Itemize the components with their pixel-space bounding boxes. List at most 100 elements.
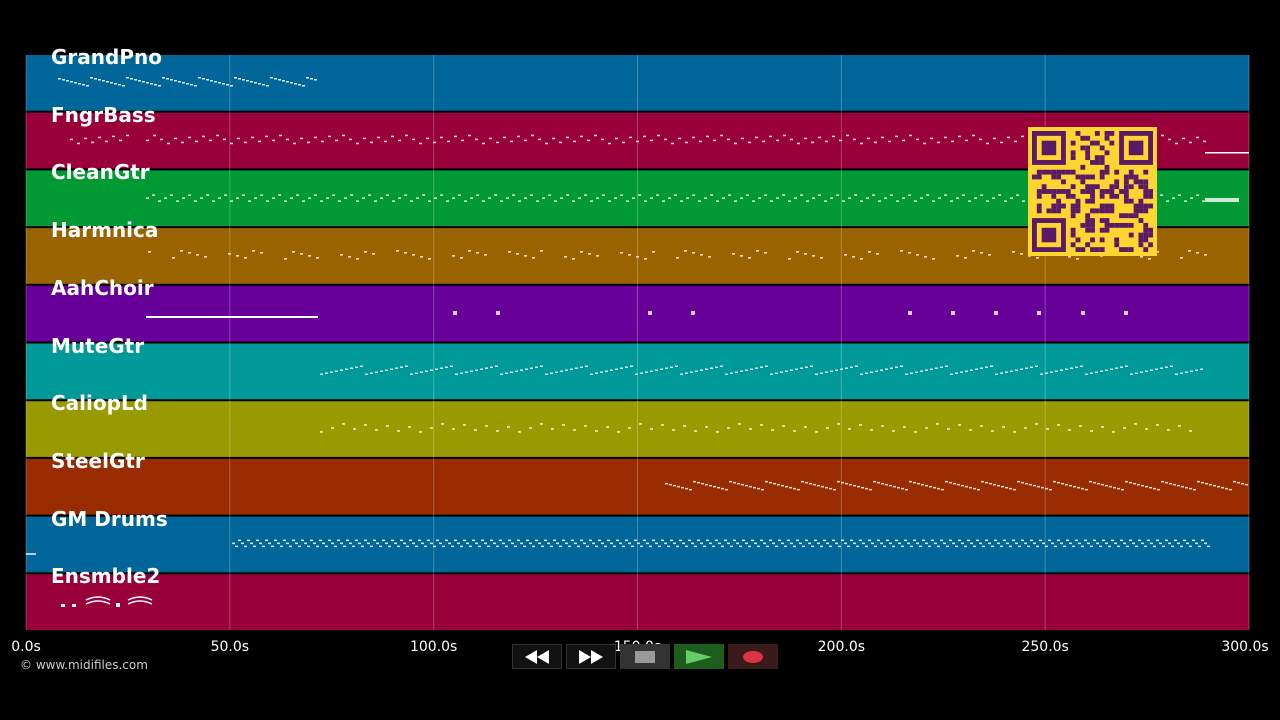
- note-mark: [740, 370, 743, 372]
- note-mark: [445, 539, 448, 542]
- note-mark: [238, 78, 241, 80]
- note-mark: [1076, 258, 1079, 260]
- note-mark: [975, 368, 978, 370]
- note-mark: [757, 545, 760, 548]
- note-mark: [1000, 141, 1003, 144]
- note-mark: [837, 480, 840, 483]
- note-mark: [248, 200, 251, 202]
- note-mark: [1165, 366, 1168, 368]
- note-mark: [321, 140, 324, 143]
- play-button[interactable]: [674, 644, 724, 669]
- note-mark: [410, 200, 413, 202]
- note-mark: [94, 78, 97, 80]
- note-mark: [1090, 372, 1093, 374]
- note-mark: [1201, 481, 1204, 484]
- note-mark: [1168, 542, 1171, 545]
- note-mark: [232, 542, 235, 545]
- note-mark: [426, 137, 429, 140]
- note-mark: [300, 137, 303, 140]
- stop-button[interactable]: [620, 644, 670, 669]
- note-mark: [166, 78, 169, 80]
- qr-module: [1128, 140, 1144, 156]
- qr-module: [1119, 213, 1124, 219]
- note-mark: [913, 481, 916, 484]
- note-mark: [820, 545, 823, 548]
- note-mark: [1105, 484, 1108, 487]
- note-mark: [800, 367, 803, 369]
- note-mark: [84, 137, 87, 140]
- rewind-button[interactable]: [512, 644, 562, 669]
- note-mark: [266, 200, 269, 202]
- note-mark: [1001, 485, 1004, 488]
- note-mark: [458, 194, 461, 196]
- note-mark: [406, 545, 409, 548]
- fast-forward-button[interactable]: [566, 644, 616, 669]
- note-mark: [466, 542, 469, 545]
- note-mark: [1040, 373, 1043, 375]
- note-mark: [773, 482, 776, 485]
- note-mark: [901, 487, 904, 490]
- note-mark: [970, 542, 973, 545]
- note-mark: [985, 539, 988, 542]
- note-mark: [793, 545, 796, 548]
- note-mark: [730, 372, 733, 374]
- qr-module: [1051, 203, 1057, 209]
- note-mark: [455, 373, 458, 375]
- note-mark: [870, 371, 873, 373]
- note-mark: [662, 200, 665, 202]
- qr-module: [1070, 184, 1076, 190]
- qr-module: [1090, 174, 1095, 180]
- playback-controls: [512, 644, 778, 669]
- qr-module: [1051, 189, 1057, 194]
- note-mark: [425, 370, 428, 372]
- note-mark: [758, 197, 761, 199]
- note-mark: [830, 370, 833, 372]
- note-mark: [532, 545, 535, 548]
- note-mark: [496, 141, 499, 144]
- note-mark: [697, 539, 700, 542]
- note-mark: [584, 425, 587, 427]
- note-mark: [881, 425, 884, 427]
- note-mark: [322, 542, 325, 545]
- note-mark: [254, 197, 257, 199]
- note-mark: [74, 82, 77, 84]
- note-mark: [116, 603, 120, 607]
- qr-module: [1090, 184, 1095, 190]
- note-mark: [575, 367, 578, 369]
- note-mark: [728, 194, 731, 196]
- note-mark: [640, 545, 643, 548]
- note-mark: [941, 488, 944, 491]
- qr-module: [1138, 179, 1144, 185]
- note-mark: [644, 200, 647, 202]
- note-mark: [645, 371, 648, 373]
- note-mark: [485, 425, 488, 427]
- qr-module: [1138, 218, 1144, 223]
- note-mark: [968, 200, 971, 202]
- note-mark: [969, 429, 972, 431]
- note-mark: [194, 85, 197, 87]
- note-mark: [648, 311, 652, 315]
- note-mark: [525, 368, 528, 370]
- qr-module: [1080, 179, 1086, 185]
- note-mark: [636, 256, 639, 258]
- note-mark: [671, 142, 674, 145]
- note-mark: [302, 200, 305, 202]
- record-button[interactable]: [728, 644, 778, 669]
- note-mark: [1202, 200, 1205, 202]
- note-mark: [620, 367, 623, 369]
- note-mark: [658, 545, 661, 548]
- note-mark: [964, 545, 967, 548]
- qr-module: [1143, 169, 1149, 175]
- qr-module: [1123, 193, 1129, 199]
- note-mark: [602, 194, 605, 196]
- note-mark: [919, 545, 922, 548]
- qr-module: [1104, 222, 1110, 228]
- note-mark: [310, 78, 313, 80]
- note-mark: [566, 136, 569, 139]
- qr-module: [1080, 222, 1086, 228]
- note-mark: [1209, 483, 1212, 486]
- note-mark: [741, 137, 744, 140]
- note-mark: [951, 311, 955, 315]
- note-mark: [1162, 545, 1165, 548]
- note-mark: [717, 486, 720, 489]
